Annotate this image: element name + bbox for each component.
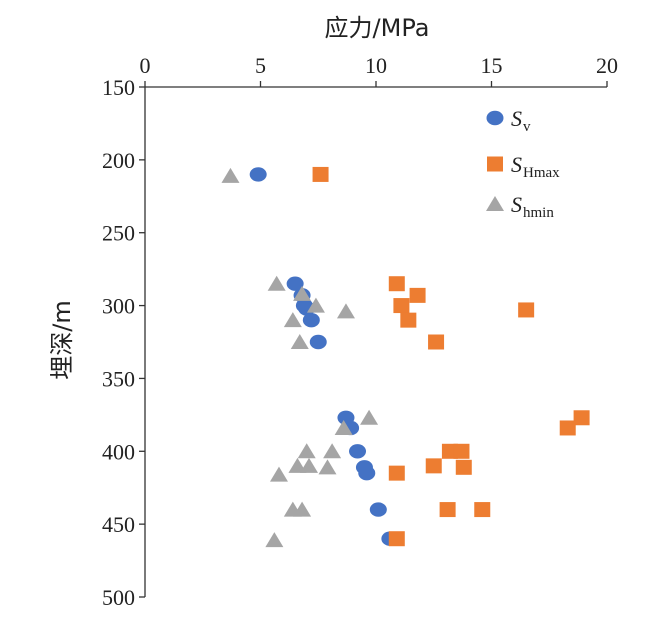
- x-axis-ticks: 0 5 10 15 20: [140, 53, 618, 87]
- data-point: [409, 287, 426, 303]
- data-point: [336, 303, 355, 319]
- data-point: [288, 457, 307, 473]
- x-tick-label: 0: [140, 53, 151, 78]
- data-point: [318, 459, 337, 475]
- y-tick-label: 200: [102, 148, 135, 173]
- data-point: [283, 312, 302, 328]
- data-point: [267, 275, 286, 291]
- data-point: [559, 420, 576, 436]
- legend-marker: [486, 196, 504, 211]
- data-point: [439, 502, 456, 518]
- legend-label: Shmin: [511, 192, 554, 221]
- data-point: [428, 334, 445, 350]
- data-point: [455, 459, 472, 475]
- data-point: [369, 502, 387, 517]
- y-tick-label: 350: [102, 366, 135, 391]
- y-tick-label: 450: [102, 512, 135, 537]
- series-triangle: [221, 167, 379, 548]
- legend-label: SHmax: [511, 152, 560, 181]
- data-point: [388, 276, 405, 292]
- y-tick-label: 300: [102, 294, 135, 319]
- data-point: [573, 410, 590, 426]
- data-point: [221, 167, 240, 183]
- legend-marker: [487, 156, 503, 172]
- data-point: [306, 297, 325, 313]
- data-point: [312, 166, 329, 182]
- data-point: [323, 443, 342, 459]
- x-axis-title: 应力/MPa: [325, 14, 430, 42]
- series-circle: [249, 167, 399, 546]
- legend-marker: [486, 110, 504, 126]
- data-point: [388, 531, 405, 547]
- data-point: [265, 532, 284, 548]
- legend: Sv SHmax Shmin: [486, 106, 560, 221]
- y-axis-title: 埋深/m: [48, 300, 76, 379]
- y-tick-label: 250: [102, 221, 135, 246]
- data-point: [297, 443, 316, 459]
- axes: [144, 86, 607, 597]
- data-point: [290, 334, 309, 349]
- data-point: [400, 312, 417, 328]
- legend-label: Sv: [511, 106, 531, 135]
- data-point: [358, 465, 376, 481]
- data-point: [309, 334, 327, 350]
- x-tick-label: 10: [365, 53, 387, 78]
- y-axis-ticks: 150 200 250 300 350 400 450 500: [102, 75, 145, 610]
- y-tick-label: 500: [102, 585, 135, 610]
- data-points: [221, 166, 590, 548]
- data-point: [393, 298, 410, 314]
- data-point: [388, 465, 405, 481]
- y-tick-label: 150: [102, 75, 135, 100]
- data-point: [518, 302, 535, 318]
- data-point: [302, 312, 320, 328]
- data-point: [249, 167, 267, 182]
- data-point: [425, 458, 442, 474]
- x-tick-label: 5: [255, 53, 266, 78]
- y-tick-label: 400: [102, 439, 135, 464]
- data-point: [286, 276, 304, 291]
- data-point: [349, 444, 367, 459]
- data-point: [360, 409, 379, 425]
- data-point: [293, 285, 312, 301]
- data-point: [300, 457, 319, 473]
- x-tick-label: 20: [596, 53, 618, 78]
- data-point: [293, 501, 312, 517]
- data-point: [474, 502, 491, 518]
- x-tick-label: 15: [481, 53, 503, 78]
- data-point: [334, 419, 353, 435]
- data-point: [269, 466, 288, 482]
- series-square: [312, 166, 590, 547]
- data-point: [453, 443, 470, 459]
